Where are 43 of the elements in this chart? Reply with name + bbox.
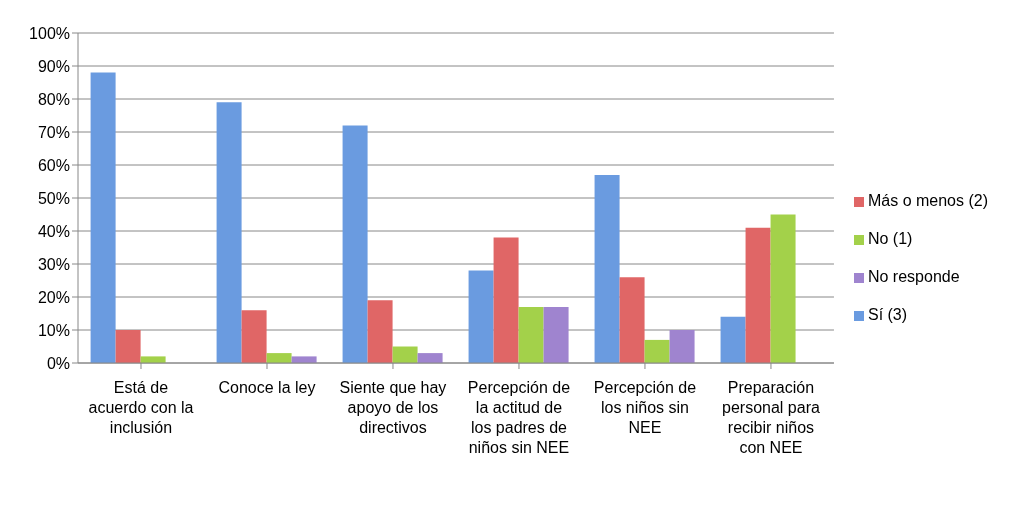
bar	[140, 356, 166, 363]
x-tick-label: Percepción de los niños sin NEE	[593, 379, 697, 436]
bar	[392, 346, 418, 363]
bar	[770, 214, 796, 363]
x-tick-label: Conoce la ley	[218, 379, 316, 396]
y-tick-label: 0%	[46, 354, 70, 372]
x-tick-label: Está de acuerdo con la inclusión	[88, 379, 194, 436]
bar	[543, 306, 569, 363]
y-tick-label: 70%	[37, 123, 70, 141]
legend-label: No (1)	[867, 230, 913, 247]
y-tick-label: 100%	[29, 24, 70, 42]
bar	[367, 300, 393, 363]
bar	[468, 270, 494, 363]
y-tick-label: 50%	[37, 189, 70, 207]
bar	[644, 339, 670, 363]
legend-label: Más o menos (2)	[867, 192, 988, 209]
bar	[417, 353, 443, 363]
bar	[342, 125, 368, 363]
bar	[291, 356, 317, 363]
y-tick-label: 20%	[37, 288, 70, 306]
bar	[669, 330, 695, 363]
bar	[619, 277, 645, 363]
bar	[594, 174, 620, 363]
bar	[115, 330, 141, 363]
bar	[241, 310, 267, 363]
legend-label: No responde	[867, 268, 960, 285]
bar	[216, 102, 242, 363]
y-tick-label: 30%	[37, 255, 70, 273]
bar	[266, 353, 292, 363]
y-tick-label: 40%	[37, 222, 70, 240]
y-tick-label: 90%	[37, 57, 70, 75]
bar	[518, 306, 544, 363]
y-tick-label: 10%	[37, 321, 70, 339]
y-tick-label: 60%	[37, 156, 70, 174]
bar	[720, 316, 746, 363]
bar	[745, 227, 771, 363]
x-tick-label: Preparación personal para recibir niños con NEE	[722, 379, 820, 456]
y-tick-label: 80%	[37, 90, 70, 108]
legend-label: Sí (3)	[867, 306, 908, 323]
bar	[493, 237, 519, 363]
x-tick-label: Percepción de la actitud de los padres de niños sin NEE	[467, 379, 571, 456]
x-tick-label: Siente que hay apoyo de los directivos	[339, 379, 447, 436]
bar	[90, 72, 116, 363]
